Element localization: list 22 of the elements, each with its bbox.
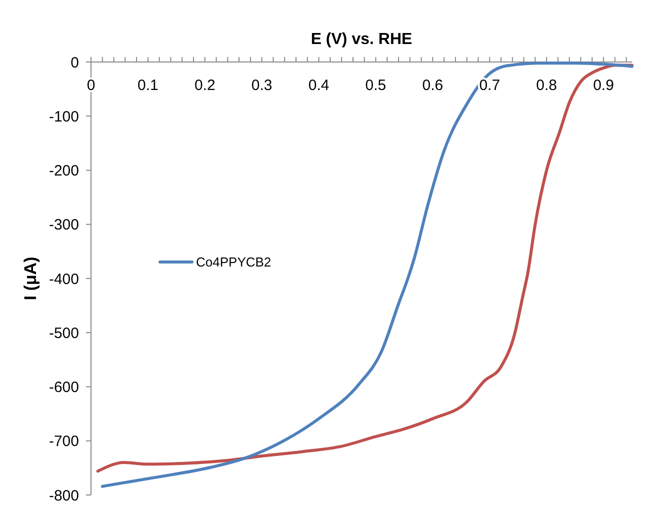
y-tick-label: -400 xyxy=(48,270,79,288)
y-tick-label: -800 xyxy=(48,487,79,504)
legend-label: Co4PPYCB2 xyxy=(196,254,272,270)
x-tick-label: 0.5 xyxy=(365,77,386,94)
y-tick-label: -300 xyxy=(48,216,79,234)
x-tick-label: 0.6 xyxy=(422,77,444,94)
y-tick-label: -500 xyxy=(48,324,79,342)
y-tick-label: -200 xyxy=(48,162,79,180)
y-tick-label: -600 xyxy=(48,379,79,396)
x-tick-label: 0.9 xyxy=(593,77,614,94)
x-tick-label: 0.2 xyxy=(194,77,216,94)
y-tick-label: 0 xyxy=(70,54,79,72)
x-tick-label: 0.4 xyxy=(308,77,330,94)
x-tick-label: 0.8 xyxy=(536,77,558,94)
x-tick-label: 0.1 xyxy=(138,77,158,94)
x-tick-label: 0.7 xyxy=(479,77,500,94)
y-tick-label: -700 xyxy=(48,433,79,450)
x-axis-title: E (V) vs. RHE xyxy=(310,31,413,48)
x-tick-label: 0 xyxy=(86,77,96,94)
y-axis-title: I (μA) xyxy=(21,256,40,300)
y-tick-label: -100 xyxy=(48,108,79,126)
x-tick-label: 0.3 xyxy=(251,77,272,94)
